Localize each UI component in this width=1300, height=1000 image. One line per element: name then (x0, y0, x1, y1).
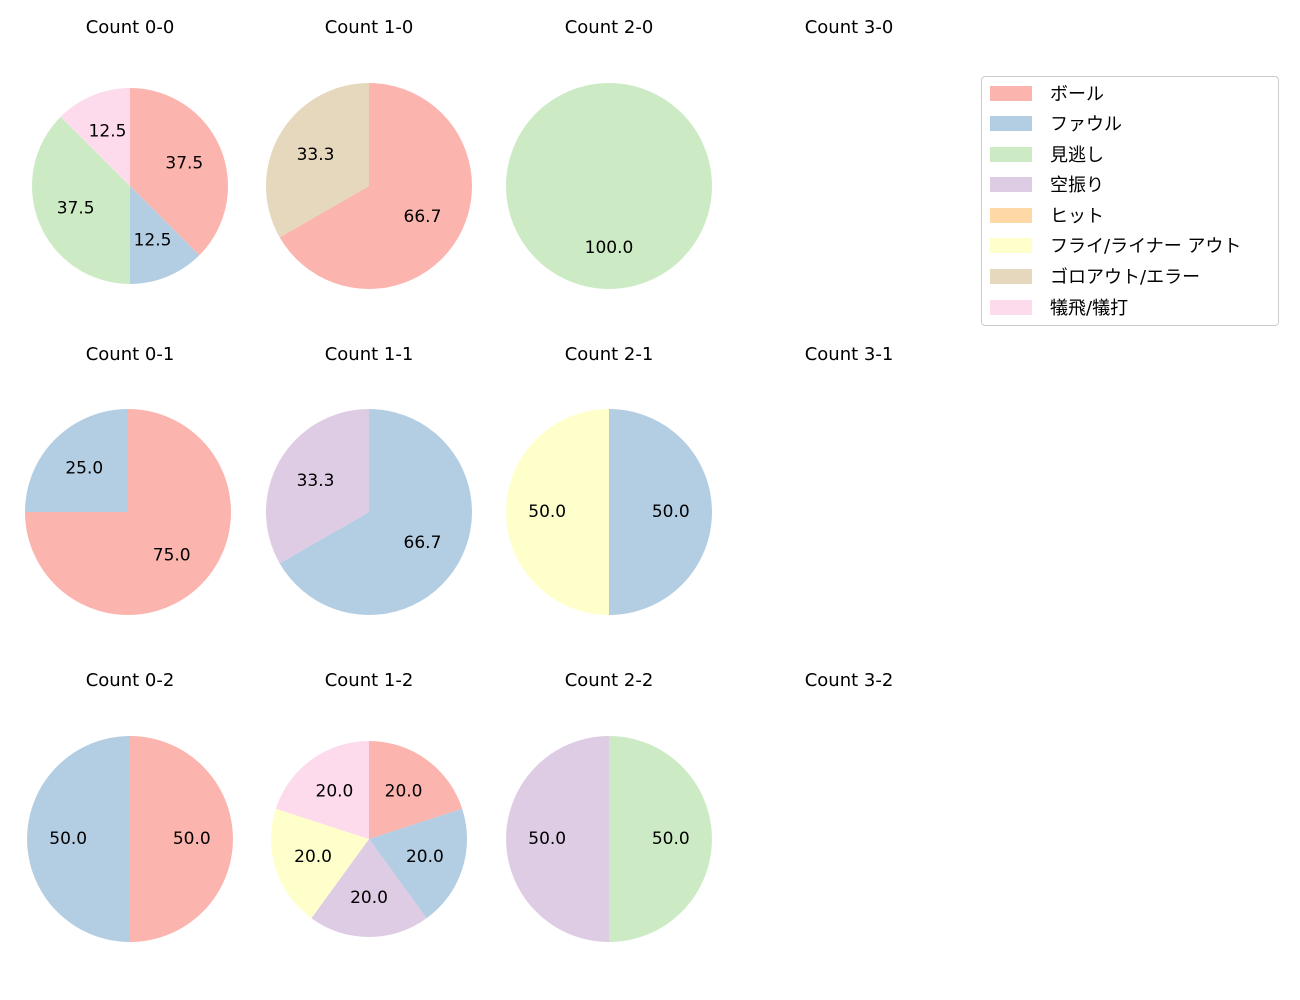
subplot-title: Count 1-1 (324, 344, 414, 365)
subplot-title: Count 1-2 (324, 670, 414, 691)
subplot-title: Count 3-1 (804, 344, 894, 365)
legend-label: ボール (1050, 84, 1104, 105)
legend: ボール ファウル 見逃し 空振り ヒット フライ/ライナー アウト ゴロアウト/… (981, 76, 1279, 326)
pie-slice (266, 83, 369, 238)
pie-slice (27, 736, 130, 942)
legend-label: 空振り (1050, 175, 1104, 196)
slice-percent-label: 50.0 (528, 502, 566, 522)
legend-swatch (990, 176, 1032, 192)
pie-slice (369, 808, 468, 919)
legend-label: 見逃し (1050, 145, 1104, 166)
pie-slice (275, 741, 369, 839)
legend-swatch (990, 268, 1032, 284)
pie-slice (266, 409, 369, 564)
slice-percent-label: 33.3 (297, 471, 335, 491)
slice-percent-label: 20.0 (406, 847, 444, 867)
legend-item: 犠飛/犠打 (990, 297, 1129, 319)
legend-swatch (990, 207, 1032, 223)
pie-chart: 100.0 (506, 83, 712, 289)
legend-item: フライ/ライナー アウト (990, 235, 1242, 257)
pie-slice (279, 409, 472, 615)
pie-slice (506, 83, 712, 289)
pie-slice (270, 808, 369, 919)
subplot-title: Count 2-2 (564, 670, 654, 691)
legend-item: ゴロアウト/エラー (990, 266, 1201, 288)
slice-percent-label: 50.0 (652, 829, 690, 849)
subplot-title: Count 2-0 (564, 17, 654, 38)
legend-swatch (990, 299, 1032, 315)
slice-percent-label: 20.0 (316, 781, 354, 801)
legend-label: ゴロアウト/エラー (1050, 267, 1201, 288)
pie-slice (130, 736, 233, 942)
legend-swatch (990, 146, 1032, 162)
pie-slice (279, 83, 472, 289)
legend-swatch (990, 237, 1032, 253)
slice-percent-label: 20.0 (294, 847, 332, 867)
slice-percent-label: 75.0 (153, 546, 191, 566)
slice-percent-label: 100.0 (585, 238, 634, 258)
pie-chart: 37.5 12.5 37.5 12.5 (31, 88, 228, 284)
pie-slice (130, 88, 228, 256)
slice-percent-label: 25.0 (65, 458, 103, 478)
subplot-title: Count 0-1 (85, 344, 175, 365)
subplot-title: Count 0-0 (85, 17, 175, 38)
legend-swatch (990, 115, 1032, 131)
slice-percent-label: 50.0 (173, 829, 211, 849)
legend-swatch (990, 85, 1032, 101)
pie-chart: 50.0 50.0 (506, 736, 712, 942)
legend-item: ボール (990, 83, 1104, 105)
pie-slice (609, 736, 712, 942)
pie-slice (506, 736, 609, 942)
pie-slice (369, 741, 463, 839)
pie-slice (506, 409, 609, 615)
legend-label: 犠飛/犠打 (1050, 298, 1129, 319)
pie-chart: 20.0 20.0 20.0 20.0 20.0 (270, 741, 468, 937)
pie-slice (130, 186, 200, 284)
legend-item: ヒット (990, 205, 1104, 227)
subplot-title: Count 2-1 (564, 344, 654, 365)
pie-slice (609, 409, 712, 615)
pie-chart: 50.0 50.0 (506, 409, 712, 615)
slice-percent-label: 50.0 (652, 502, 690, 522)
subplot-title: Count 0-2 (85, 670, 175, 691)
subplot-title: Count 3-2 (804, 670, 894, 691)
legend-label: フライ/ライナー アウト (1050, 236, 1242, 257)
slice-percent-label: 66.7 (404, 207, 442, 227)
slice-percent-label: 37.5 (57, 199, 95, 219)
subplot-title: Count 1-0 (324, 17, 414, 38)
legend-label: ヒット (1050, 206, 1104, 227)
pie-slice (31, 116, 130, 284)
slice-percent-label: 37.5 (165, 153, 203, 173)
slice-percent-label: 20.0 (385, 781, 423, 801)
pie-chart: 66.7 33.3 (266, 409, 472, 615)
pie-chart: 50.0 50.0 (27, 736, 233, 942)
pie-slice (311, 839, 427, 937)
slice-percent-label: 50.0 (528, 829, 566, 849)
pie-chart: 66.7 33.3 (266, 83, 472, 289)
pie-chart: 75.0 25.0 (25, 409, 231, 615)
slice-percent-label: 33.3 (297, 145, 335, 165)
slice-percent-label: 20.0 (350, 888, 388, 908)
slice-percent-label: 50.0 (49, 829, 87, 849)
legend-item: 見逃し (990, 144, 1104, 166)
pie-slice (25, 409, 128, 512)
pie-slice (60, 88, 130, 186)
slice-percent-label: 66.7 (404, 533, 442, 553)
slice-percent-label: 12.5 (134, 230, 172, 250)
subplot-title: Count 3-0 (804, 17, 894, 38)
slice-percent-label: 12.5 (89, 122, 127, 142)
legend-label: ファウル (1050, 114, 1122, 135)
legend-item: ファウル (990, 113, 1122, 135)
legend-item: 空振り (990, 174, 1104, 196)
